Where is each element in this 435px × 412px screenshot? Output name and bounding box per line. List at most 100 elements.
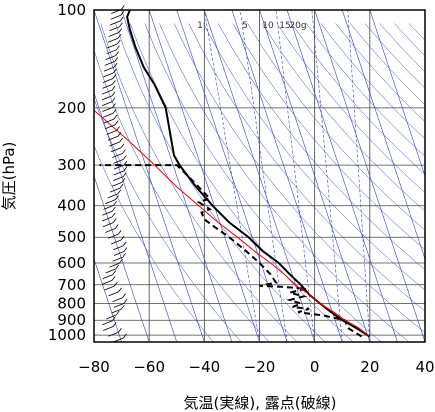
wind-barb — [106, 130, 117, 135]
wind-barb-flag — [113, 281, 118, 287]
wind-barb — [113, 303, 125, 308]
dry-adiabat-line — [94, 144, 214, 342]
dry-adiabat-line — [115, 23, 326, 342]
y-tick-label: 900 — [57, 311, 86, 329]
mixing-ratio-label: 1 — [197, 21, 203, 31]
wind-barb — [108, 32, 119, 37]
wind-barb — [108, 291, 119, 297]
dry-adiabat-line — [394, 23, 425, 57]
wind-barb — [110, 14, 121, 20]
wind-barb-flag — [111, 85, 116, 91]
wind-barb-flag — [123, 166, 128, 172]
x-tick-label: −20 — [244, 358, 276, 376]
y-axis-title: 気圧(hPa) — [0, 142, 18, 211]
wind-barb — [105, 228, 116, 233]
wind-barb — [109, 141, 120, 147]
mixing-ratio-label: 15 — [279, 21, 290, 31]
mixing-ratio-line — [275, 10, 315, 342]
wind-barb — [102, 222, 114, 228]
wind-barb-flag — [112, 316, 116, 321]
wind-barb-flag — [113, 68, 117, 74]
wind-barb-flag — [111, 212, 116, 218]
mixing-ratio-line — [347, 10, 371, 342]
wind-barb-flag — [118, 327, 122, 333]
dry-adiabat-line — [408, 23, 425, 41]
isotherm-line — [314, 10, 425, 342]
wind-barb-flag — [117, 189, 122, 195]
wind-barb — [109, 187, 121, 193]
wind-barb-flag — [123, 247, 128, 252]
parcel-line — [94, 109, 371, 337]
wind-barb-flag — [117, 34, 122, 39]
wind-barb — [113, 176, 124, 181]
wind-barb — [106, 49, 117, 55]
wind-barb-flag — [114, 57, 119, 62]
wind-barb — [104, 60, 115, 66]
wind-barb — [101, 89, 113, 95]
mixing-ratio-line — [311, 10, 343, 342]
wind-barb — [103, 205, 114, 210]
wind-barb-flag — [118, 287, 122, 293]
wind-barb-flag — [112, 74, 117, 79]
wind-barb-flag — [111, 206, 116, 212]
wind-barb-flag — [112, 108, 117, 114]
wind-barb — [109, 20, 121, 26]
wind-barb-flag — [113, 114, 118, 120]
wind-barb — [105, 199, 116, 205]
dry-adiabat-line — [261, 23, 425, 212]
isotherm-line — [369, 10, 425, 177]
wind-barb — [110, 147, 122, 153]
dry-adiabat-line — [94, 97, 242, 342]
dry-adiabat-line — [173, 23, 425, 333]
x-tick-label: 0 — [310, 358, 320, 376]
wind-barb-flag — [112, 80, 116, 85]
wind-barb-flag — [112, 270, 117, 275]
dry-adiabat-line — [144, 23, 382, 342]
wind-barb — [102, 84, 113, 89]
wind-barb-flag — [114, 224, 119, 229]
wind-barb-flag — [122, 293, 126, 298]
wind-barb — [112, 153, 123, 158]
wind-barb-flag — [121, 178, 126, 183]
dry-adiabat-line — [217, 23, 425, 270]
wind-barb — [113, 245, 124, 251]
wind-barb-flag — [111, 91, 116, 97]
x-axis-title: 気温(実線), 露点(破線) — [184, 394, 337, 412]
wind-barb — [107, 135, 119, 141]
wind-barb-flag — [113, 201, 117, 206]
wind-barb-flag — [122, 172, 127, 177]
wind-barb-flag — [112, 322, 117, 327]
wind-barb — [101, 101, 113, 107]
isotherm-line — [176, 10, 288, 342]
isotherm-line — [148, 10, 260, 342]
wind-barb — [103, 72, 114, 78]
wind-barb-flag — [123, 333, 127, 339]
y-tick-label: 400 — [57, 197, 86, 215]
isotherm-line — [94, 92, 178, 342]
dry-adiabat-line — [247, 23, 425, 231]
wind-barb — [103, 66, 115, 72]
wind-barb-flag — [119, 183, 124, 189]
y-tick-label: 600 — [57, 254, 86, 272]
isotherm-line — [94, 258, 122, 342]
wind-barb-flag — [115, 51, 119, 56]
reference-lines-layer — [94, 10, 425, 342]
wind-barb — [103, 326, 114, 331]
wind-barb-flag — [123, 241, 127, 247]
wind-barb-flag — [122, 149, 126, 154]
wind-barb — [101, 216, 113, 222]
wind-barb-flag — [121, 304, 125, 310]
wind-barb — [111, 308, 122, 314]
wind-barbs-layer — [101, 5, 128, 343]
y-tick-label: 300 — [57, 156, 86, 174]
y-tick-label: 800 — [57, 295, 86, 313]
mixing-ratio-label: 20g — [289, 21, 306, 31]
dry-adiabat-line — [276, 23, 425, 193]
wind-barb — [107, 193, 118, 199]
wind-barb-flag — [116, 126, 120, 131]
mixing-ratio-label: 10 — [262, 21, 274, 31]
wind-barb-flag — [113, 62, 118, 68]
wind-barb-flag — [111, 97, 116, 102]
wind-barb — [113, 251, 125, 256]
isotherm-line — [341, 10, 425, 260]
